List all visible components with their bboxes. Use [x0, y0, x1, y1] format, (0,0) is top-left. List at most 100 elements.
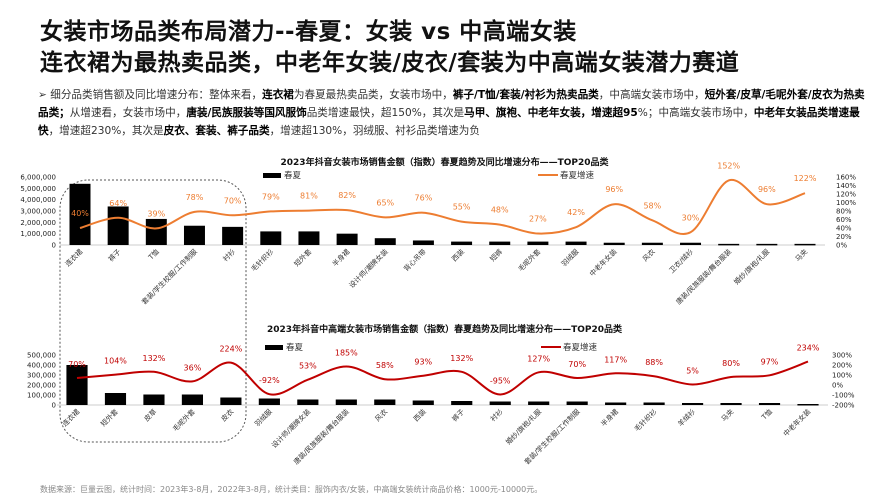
- right-axis-tick: -100%: [832, 392, 855, 400]
- left-axis-tick: 100,000: [27, 392, 56, 400]
- highlight-box: [59, 179, 247, 443]
- bar: [681, 403, 704, 405]
- bar: [797, 404, 819, 406]
- bar: [297, 399, 319, 405]
- bar: [260, 231, 282, 245]
- right-axis-tick: 100%: [832, 372, 852, 380]
- data-source-footnote: 数据来源：巨量云图，统计时间：2023年3-8月，2022年3-8月，统计类目：…: [40, 485, 543, 494]
- category-label: 裤子: [106, 247, 122, 263]
- bar: [335, 399, 357, 405]
- category-label: 短裤: [488, 247, 504, 263]
- growth-data-label: 132%: [143, 354, 166, 363]
- growth-data-label: 70%: [224, 196, 242, 205]
- bar: [451, 241, 473, 245]
- growth-data-label: 36%: [184, 363, 202, 372]
- bar: [258, 398, 280, 405]
- bar: [680, 242, 702, 245]
- bar: [605, 402, 627, 405]
- right-axis-tick: 80%: [836, 208, 852, 216]
- bar: [336, 233, 358, 245]
- bar: [183, 225, 205, 245]
- growth-data-label: 40%: [71, 209, 89, 218]
- left-axis-tick: 500,000: [27, 352, 56, 360]
- category-label: 卫衣/绒衫: [667, 247, 695, 275]
- bar: [489, 401, 511, 405]
- bar: [220, 397, 242, 405]
- left-axis-tick: 0: [52, 242, 56, 250]
- legend-bar-swatch: [263, 173, 281, 178]
- bullet-segment: 唐装/民族服装等国风服饰: [186, 107, 307, 119]
- bar: [527, 241, 549, 245]
- category-label: 羊绒衫: [676, 407, 697, 428]
- bar: [489, 241, 511, 245]
- bar: [66, 365, 88, 405]
- right-axis-tick: 100%: [836, 199, 856, 207]
- legend-line-label: 春夏增速: [563, 342, 598, 353]
- growth-data-label: 81%: [300, 192, 318, 201]
- bullet-segment: 中老年女装品类增速最快: [38, 107, 860, 137]
- growth-data-label: 78%: [186, 193, 204, 202]
- category-label: 婚纱/旗袍/礼服: [732, 247, 771, 286]
- bullet-segment: 细分品类销售额及同比增速分布：整体来看，: [50, 89, 263, 101]
- right-axis-tick: -200%: [832, 402, 855, 410]
- bullet-segment: 品类增速最快，超150%，其次是: [306, 107, 465, 119]
- growth-data-label: 117%: [604, 355, 627, 364]
- growth-data-label: 53%: [299, 362, 317, 371]
- right-axis-tick: 0%: [832, 382, 843, 390]
- category-label: 中老年女装: [588, 247, 619, 278]
- bullet-segment: %；中高端女装市场中，: [637, 107, 754, 119]
- category-label: 风衣: [641, 247, 657, 263]
- growth-data-label: 70%: [68, 360, 86, 369]
- bullet-segment: 连衣裙: [262, 89, 294, 101]
- growth-data-label: -95%: [490, 377, 511, 386]
- bullet-segment: 从增速看，女装市场中，: [69, 107, 187, 119]
- bullet-segment: 短外套/皮草/毛呢外套/皮衣为热卖品类；: [38, 89, 865, 119]
- bar: [756, 243, 778, 246]
- growth-data-label: 224%: [219, 345, 242, 354]
- bullet-segment: 皮衣、套装、裤子品类: [163, 125, 270, 137]
- category-label: 毛针织衫: [632, 407, 658, 433]
- bar: [603, 242, 625, 245]
- bar: [222, 226, 244, 245]
- bar: [374, 399, 396, 405]
- category-label: 皮草: [142, 407, 158, 423]
- bullet-segment: ，增速超130%，羽绒服、衬衫品类增速为负: [269, 125, 480, 137]
- bar: [718, 243, 740, 246]
- left-axis-tick: 0: [52, 402, 56, 410]
- chart2-title: 2023年抖音中高端女装市场销售金额（指数）春夏趋势及同比增速分布——TOP20…: [267, 325, 622, 335]
- category-label: 设计师/潮牌女装: [347, 247, 390, 290]
- bar: [145, 218, 167, 245]
- bullet-segment: 裤子/T恤/套装/衬衫为热卖品类: [452, 89, 599, 101]
- growth-data-label: 97%: [761, 357, 779, 366]
- legend-bar-swatch: [265, 345, 283, 350]
- right-axis-tick: 120%: [836, 191, 856, 199]
- bullet-segment: ，增速超230%，其次是: [48, 125, 164, 137]
- growth-data-label: 27%: [529, 215, 547, 224]
- bar: [143, 394, 165, 405]
- bar: [69, 183, 91, 245]
- bullet-segment: ，中高端女装市场中，: [598, 89, 705, 101]
- bar: [528, 401, 550, 405]
- right-axis-tick: 200%: [832, 362, 852, 370]
- category-label: 设计师/潮牌女装: [270, 407, 313, 450]
- growth-data-label: 58%: [376, 361, 394, 370]
- right-axis-tick: 300%: [832, 352, 852, 360]
- category-label: 羽绒服: [559, 247, 580, 268]
- left-axis-tick: 2,000,000: [20, 219, 56, 227]
- category-label: 马夹: [793, 247, 809, 263]
- category-label: 短外套: [292, 247, 313, 268]
- category-label: 毛针织衫: [249, 247, 275, 273]
- bullet-segment: 马甲、旗袍、中老年女装，增速超95: [464, 107, 638, 119]
- growth-data-label: 88%: [645, 358, 663, 367]
- growth-line: [76, 360, 809, 396]
- growth-data-label: 55%: [453, 203, 471, 212]
- category-label: 毛呢外套: [171, 407, 197, 433]
- category-label: 西装: [450, 247, 466, 263]
- bar: [181, 394, 204, 405]
- growth-data-label: 64%: [109, 199, 127, 208]
- right-axis-tick: 160%: [836, 174, 856, 182]
- category-label: 中老年女装: [781, 407, 812, 438]
- growth-data-label: 30%: [682, 213, 700, 222]
- category-label: 羽绒服: [253, 407, 274, 428]
